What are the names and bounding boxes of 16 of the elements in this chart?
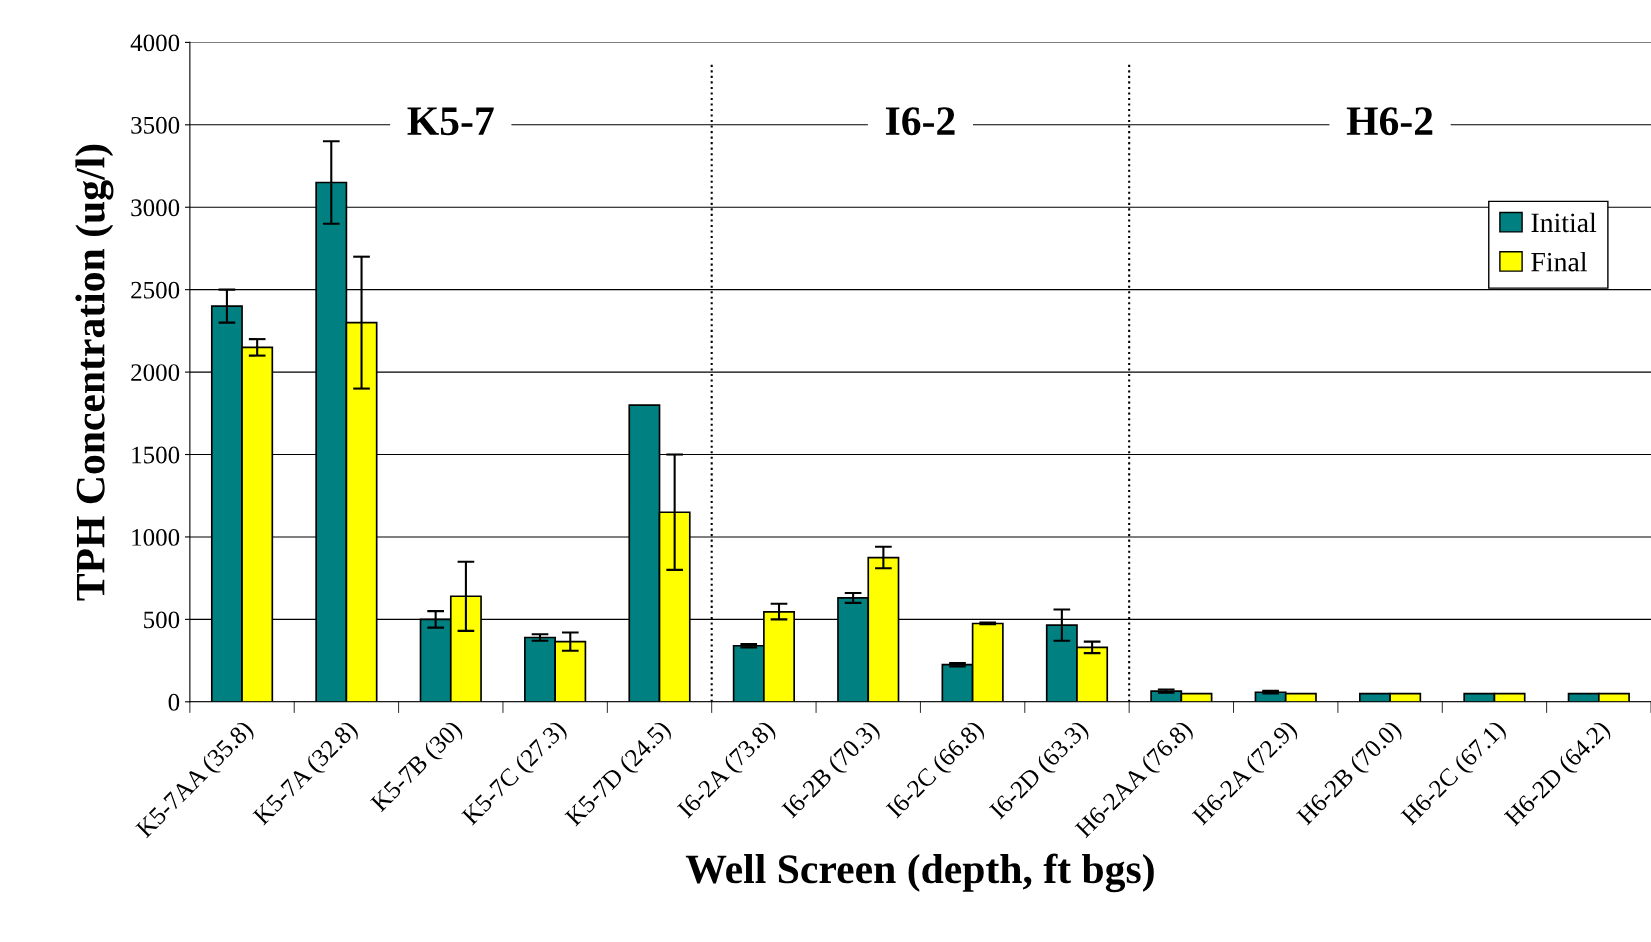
y-tick-label: 4000 (130, 34, 180, 52)
y-tick-label: 1500 (132, 446, 180, 464)
annotation: H6-2 (1346, 107, 1433, 136)
legend-label: Initial (1531, 212, 1597, 233)
x-axis-title: Well Screen (depth, ft bgs) (685, 853, 1154, 893)
y-tick-label: 0 (168, 693, 180, 711)
y-axis-title: TPH Concentration (ug/l) (75, 144, 114, 601)
y-tick-label: 1000 (132, 528, 180, 546)
legend-label: Final (1531, 251, 1587, 272)
y-tick-label: 3500 (131, 116, 180, 134)
y-tick-label: 3000 (131, 199, 180, 217)
annotation: I6-2 (885, 107, 955, 136)
y-tick-label: 2500 (131, 281, 180, 299)
annotation: K5-7 (407, 107, 494, 136)
y-tick-label: 500 (144, 611, 180, 629)
y-tick-label: 2000 (131, 364, 180, 382)
